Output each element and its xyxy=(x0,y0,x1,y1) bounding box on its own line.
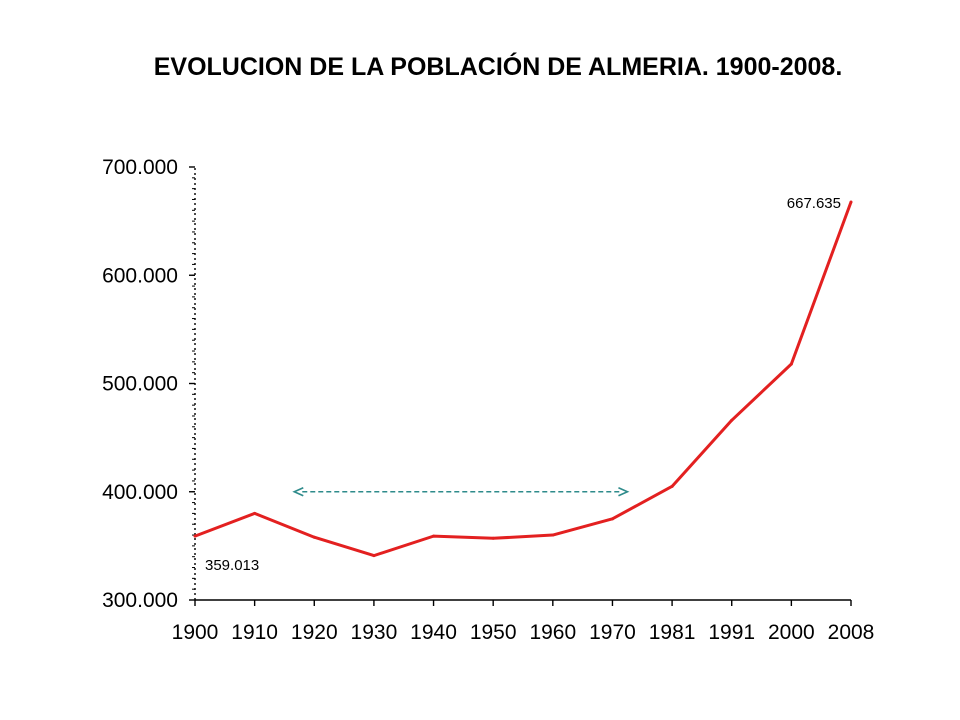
x-tick-label: 1991 xyxy=(708,621,755,644)
data-point xyxy=(670,484,674,488)
data-label: 359.013 xyxy=(205,557,259,574)
x-tick-label: 1981 xyxy=(649,621,696,644)
data-point xyxy=(849,200,853,204)
data-point xyxy=(312,535,316,539)
y-tick-label: 500.000 xyxy=(102,373,178,396)
data-point xyxy=(193,534,197,538)
data-point xyxy=(253,511,257,515)
y-axis-ticks: 300.000 400.000 500.000 600.000 700.000 xyxy=(102,156,195,612)
y-tick-label: 600.000 xyxy=(102,264,178,287)
data-point xyxy=(491,536,495,540)
data-point xyxy=(372,554,376,558)
axes xyxy=(194,167,851,601)
x-tick-label: 2000 xyxy=(768,621,815,644)
x-tick-label: 1930 xyxy=(351,621,398,644)
data-point xyxy=(730,418,734,422)
x-tick-label: 1950 xyxy=(470,621,517,644)
x-tick-label: 1900 xyxy=(172,621,219,644)
data-point xyxy=(432,534,436,538)
arrow-head-right xyxy=(618,487,630,497)
x-tick-label: 2008 xyxy=(828,621,875,644)
x-tick-label: 1960 xyxy=(529,621,576,644)
x-axis-ticks: 1900 1910 1920 1930 1940 1950 1960 1970 1981 1991… xyxy=(172,600,875,644)
data-point xyxy=(789,362,793,366)
arrow-annotation xyxy=(292,487,630,497)
chart-title: EVOLUCION DE LA POBLACIÓN DE ALMERIA. 19… xyxy=(153,53,843,81)
data-point xyxy=(551,533,555,537)
x-tick-label: 1970 xyxy=(589,621,636,644)
series xyxy=(193,200,853,558)
y-tick-label: 400.000 xyxy=(102,481,178,504)
arrow-head-left xyxy=(292,487,304,497)
data-label: 667.635 xyxy=(787,195,841,212)
data-labels: 359.013 667.635 xyxy=(205,195,841,574)
x-tick-label: 1940 xyxy=(410,621,457,644)
x-tick-label: 1920 xyxy=(291,621,338,644)
y-tick-label: 700.000 xyxy=(102,156,178,179)
x-tick-label: 1910 xyxy=(231,621,278,644)
data-point xyxy=(610,517,614,521)
y-tick-label: 300.000 xyxy=(102,589,178,612)
series-line xyxy=(194,201,853,558)
